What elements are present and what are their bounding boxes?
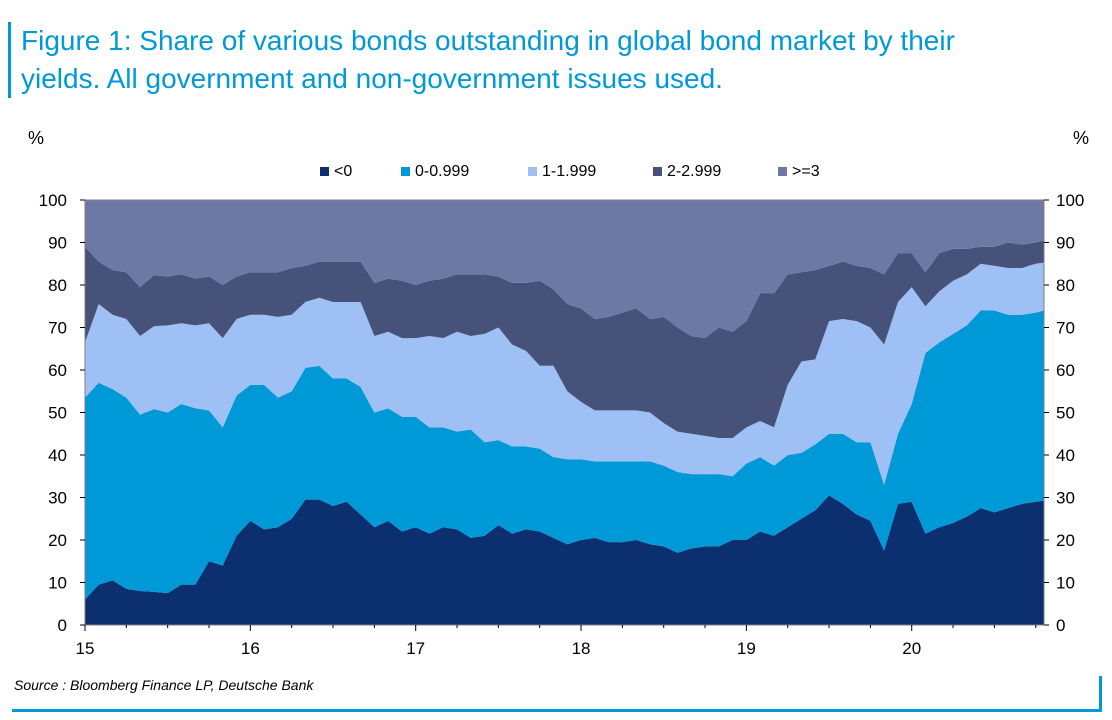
y-tick-label-right-20: 20 [1056, 531, 1075, 550]
figure-title-line-2: yields. All government and non-governmen… [21, 63, 723, 94]
legend-label-1: 0-0.999 [415, 163, 469, 180]
y-tick-label-left-10: 10 [48, 574, 67, 593]
x-tick-label-20: 20 [902, 639, 921, 658]
y-tick-label-left-40: 40 [48, 446, 67, 465]
x-tick-label-16: 16 [241, 639, 260, 658]
x-tick-label-17: 17 [406, 639, 425, 658]
y-tick-label-right-60: 60 [1056, 361, 1075, 380]
y-tick-label-right-30: 30 [1056, 489, 1075, 508]
legend-swatch-3 [653, 167, 662, 176]
y-tick-label-left-0: 0 [58, 616, 67, 635]
y-tick-label-left-80: 80 [48, 276, 67, 295]
legend-label-4: >=3 [792, 163, 820, 180]
area-series-2 [85, 262, 1044, 485]
legend-swatch-4 [778, 167, 787, 176]
legend-label-0: <0 [334, 163, 352, 180]
y-tick-label-right-90: 90 [1056, 234, 1075, 253]
area-series-4 [85, 200, 1044, 339]
y-tick-label-right-50: 50 [1056, 404, 1075, 423]
legend-swatch-2 [528, 167, 537, 176]
legend-swatch-0 [320, 167, 329, 176]
y-tick-label-left-90: 90 [48, 234, 67, 253]
x-tick-label-15: 15 [76, 639, 95, 658]
area-series-3 [85, 240, 1044, 438]
area-series-0 [85, 495, 1044, 625]
legend-label-3: 2-2.999 [667, 163, 721, 180]
y-tick-label-right-0: 0 [1056, 616, 1065, 635]
left-axis-unit-label: % [28, 128, 45, 148]
y-tick-label-left-70: 70 [48, 319, 67, 338]
stacked-area-chart: 0 0 10 10 20 20 30 30 40 40 50 50 60 60 70 70 80 80 90 90 10… [39, 163, 1085, 658]
y-tick-label-right-40: 40 [1056, 446, 1075, 465]
figure-title-line-1: Figure 1: Share of various bonds outstan… [21, 25, 955, 56]
y-tick-label-left-60: 60 [48, 361, 67, 380]
legend-swatch-1 [401, 167, 410, 176]
source-note: Source : Bloomberg Finance LP, Deutsche … [14, 677, 314, 693]
y-tick-label-left-20: 20 [48, 531, 67, 550]
legend-label-2: 1-1.999 [542, 163, 596, 180]
y-tick-label-right-10: 10 [1056, 574, 1075, 593]
y-tick-label-left-30: 30 [48, 489, 67, 508]
y-tick-label-right-100: 100 [1056, 191, 1084, 210]
figure-title-block: Figure 1: Share of various bonds outstan… [8, 22, 1081, 98]
right-axis-unit-label: % [1073, 128, 1090, 148]
y-tick-label-left-100: 100 [39, 191, 67, 210]
area-series-1 [85, 310, 1044, 600]
y-tick-label-right-80: 80 [1056, 276, 1075, 295]
bottom-divider [12, 709, 1102, 712]
y-tick-label-left-50: 50 [48, 404, 67, 423]
right-divider [1099, 676, 1102, 712]
x-tick-label-19: 19 [737, 639, 756, 658]
x-tick-label-18: 18 [572, 639, 591, 658]
y-tick-label-right-70: 70 [1056, 319, 1075, 338]
